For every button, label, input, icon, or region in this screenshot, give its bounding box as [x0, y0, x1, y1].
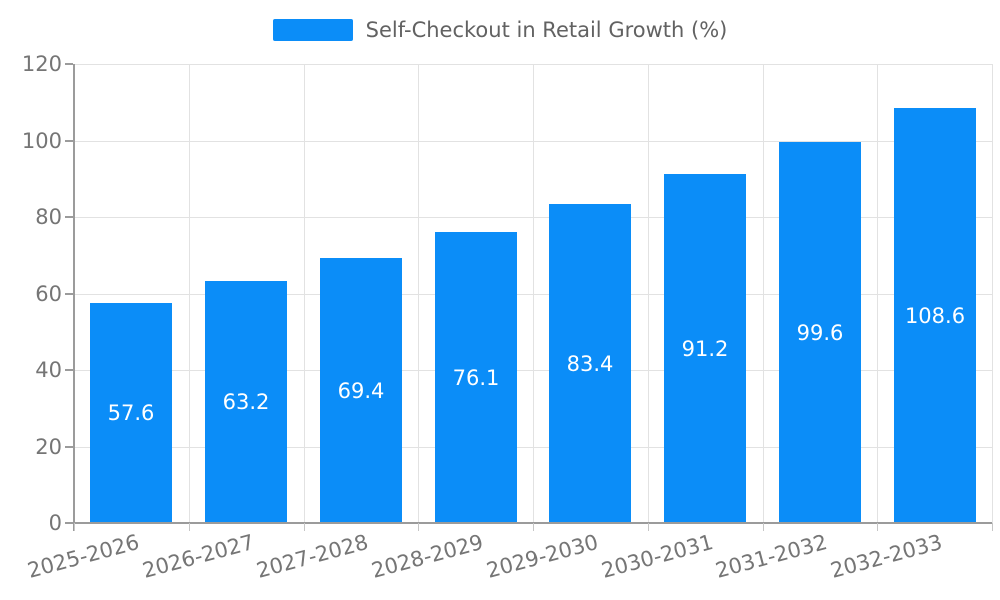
y-axis-tick	[65, 522, 73, 524]
x-axis-category-label: 2028-2029	[369, 530, 486, 583]
x-axis-tick	[763, 523, 764, 531]
y-axis-tick-label: 100	[21, 129, 62, 153]
y-axis-tick	[65, 446, 73, 448]
legend-item[interactable]: Self-Checkout in Retail Growth (%)	[0, 18, 1000, 42]
y-axis-tick	[65, 369, 73, 371]
bar-value-label: 63.2	[222, 390, 270, 414]
y-axis-tick	[65, 216, 73, 218]
x-axis-tick	[418, 523, 419, 531]
x-axis-tick	[533, 523, 534, 531]
legend-swatch	[272, 19, 353, 41]
x-axis-category-label: 2027-2028	[254, 530, 372, 583]
gridline-vertical	[304, 64, 305, 523]
x-axis-line	[73, 522, 992, 524]
bar-value-label: 108.6	[904, 303, 966, 328]
legend-label: Self-Checkout in Retail Growth (%)	[365, 18, 728, 42]
gridline-vertical	[418, 64, 419, 523]
x-axis-tick	[74, 523, 75, 531]
x-axis-category-label: 2031-2032	[713, 530, 831, 583]
bar-value-label: 91.2	[681, 336, 729, 361]
y-axis-tick-label: 80	[35, 205, 62, 229]
bar-2031-2032: 99.6	[779, 142, 861, 523]
gridline-vertical	[189, 64, 190, 523]
y-axis-tick	[65, 293, 73, 295]
bar-value-label: 99.6	[796, 320, 844, 345]
bar-2026-2027: 63.2	[205, 281, 287, 523]
bar-value-label: 57.6	[107, 401, 155, 425]
x-axis-category-label: 2032-2033	[828, 530, 945, 583]
bar-value-label: 76.1	[452, 365, 500, 390]
bar-2028-2029: 76.1	[435, 232, 517, 523]
bar-value-label: 69.4	[337, 378, 385, 403]
bar-2027-2028: 69.4	[320, 258, 402, 523]
y-axis-tick	[65, 140, 73, 142]
y-axis-tick	[65, 63, 73, 65]
y-axis-tick-label: 20	[35, 435, 62, 459]
gridline-vertical	[648, 64, 649, 523]
x-axis-category-label: 2030-2031	[598, 530, 716, 583]
gridline-vertical	[992, 64, 993, 523]
y-axis-tick-label: 60	[35, 282, 62, 306]
bar-2025-2026: 57.6	[90, 303, 172, 523]
gridline-vertical	[877, 64, 878, 523]
x-axis-tick	[877, 523, 878, 531]
gridline-vertical	[533, 64, 534, 523]
y-axis-tick-label: 0	[48, 511, 62, 535]
bar-value-label: 83.4	[566, 351, 614, 376]
bar-2032-2033: 108.6	[894, 108, 976, 523]
y-axis-line	[73, 64, 75, 531]
bar-2029-2030: 83.4	[549, 204, 631, 523]
y-axis-tick-label: 120	[21, 52, 62, 76]
gridline-vertical	[763, 64, 764, 523]
x-axis-tick	[304, 523, 305, 531]
x-axis-tick	[648, 523, 649, 531]
x-axis-tick	[189, 523, 190, 531]
x-axis-category-label: 2026-2027	[139, 530, 257, 583]
x-axis-tick	[992, 523, 993, 531]
x-axis-category-label: 2025-2026	[24, 530, 142, 583]
y-axis-tick-label: 40	[35, 358, 62, 382]
x-axis-category-label: 2029-2030	[483, 530, 601, 583]
bar-2030-2031: 91.2	[664, 174, 746, 523]
